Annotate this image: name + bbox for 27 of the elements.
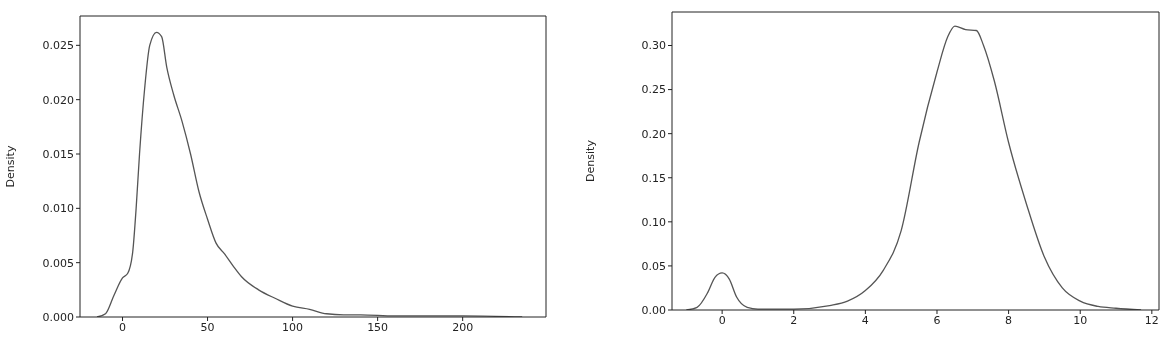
y-tick-label: 0.015 (42, 147, 74, 161)
x-tick-label: 8 (1005, 313, 1013, 327)
x-tick-label: 0 (718, 313, 726, 327)
y-tick-label: 0.30 (641, 39, 666, 53)
y-axis-title: Density (583, 139, 597, 182)
x-tick-label: 2 (790, 313, 798, 327)
y-tick-label: 0.05 (641, 259, 666, 273)
y-tick-label: 0.025 (42, 39, 74, 53)
y-axis-title: Density (3, 145, 17, 188)
x-tick-label: 150 (367, 320, 389, 334)
x-tick-label: 50 (200, 320, 215, 334)
y-tick-label: 0.10 (641, 215, 666, 229)
x-tick-label: 6 (933, 313, 941, 327)
y-tick-label: 0.20 (641, 127, 666, 141)
y-tick-label: 0.005 (42, 256, 74, 270)
x-tick-label: 4 (861, 313, 869, 327)
y-tick-label: 0.020 (42, 93, 74, 107)
y-tick-label: 0.15 (641, 171, 666, 185)
y-tick-label: 0.25 (641, 83, 666, 97)
x-tick-label: 200 (452, 320, 474, 334)
y-tick-label: 0.000 (42, 310, 74, 324)
x-tick-label: 12 (1144, 313, 1159, 327)
x-tick-label: 0 (119, 320, 127, 334)
y-tick-label: 0.00 (641, 303, 666, 317)
x-tick-label: 10 (1073, 313, 1088, 327)
x-tick-label: 100 (282, 320, 304, 334)
y-tick-label: 0.010 (42, 202, 74, 216)
